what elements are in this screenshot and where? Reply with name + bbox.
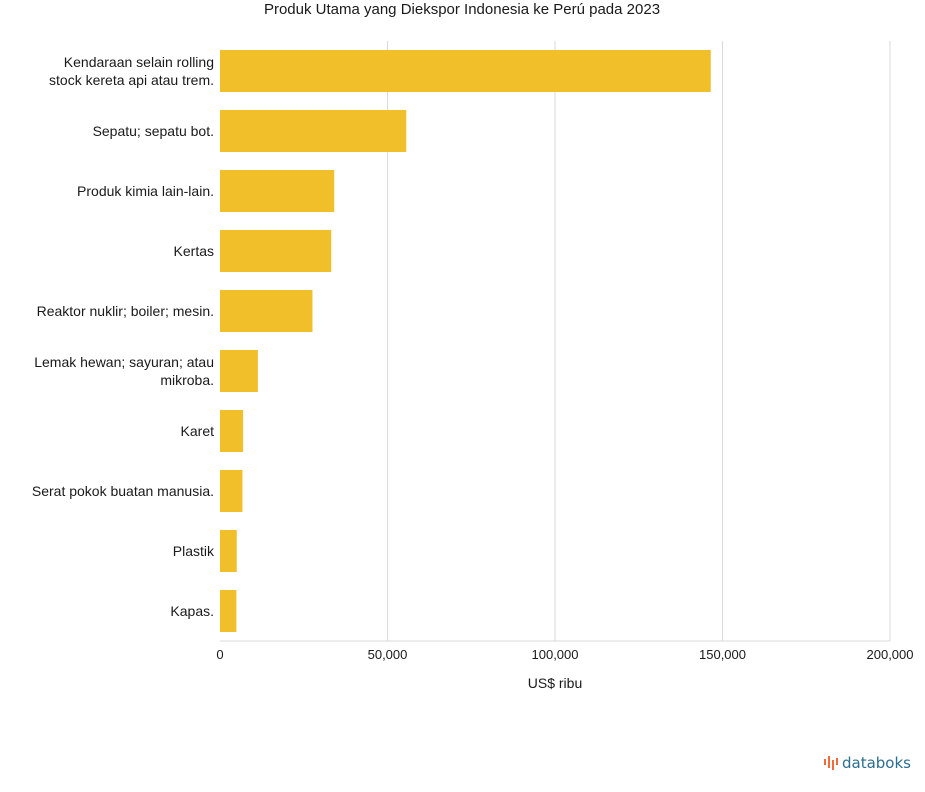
- category-label-line: Plastik: [173, 543, 215, 559]
- bar: [220, 170, 335, 212]
- category-label-line: Produk kimia lain-lain.: [77, 183, 214, 199]
- databoks-logo: databoks: [823, 754, 911, 772]
- x-tick-labels: 0 50,000 100,000 150,000 200,000: [216, 647, 913, 662]
- category-label-line: Kertas: [174, 243, 214, 259]
- bar: [220, 290, 313, 332]
- category-label-line: Kapas.: [170, 603, 214, 619]
- category-labels: Kendaraan selain rolling stock kereta api…: [32, 54, 215, 619]
- category-label: Kapas.: [170, 603, 214, 619]
- category-label-line: Kendaraan selain rolling: [64, 54, 214, 70]
- x-tick-label: 0: [216, 647, 223, 662]
- category-label-line: stock kereta api atau trem.: [49, 72, 214, 88]
- databoks-logo-icon: [824, 756, 838, 770]
- category-label-line: Lemak hewan; sayuran; atau: [34, 354, 214, 370]
- databoks-logo-text: databoks: [842, 754, 911, 772]
- category-label-line: Reaktor nuklir; boiler; mesin.: [37, 303, 214, 319]
- category-label-line: Serat pokok buatan manusia.: [32, 483, 214, 499]
- category-label: Lemak hewan; sayuran; atau mikroba.: [34, 354, 214, 388]
- bar: [220, 110, 407, 152]
- x-tick-label: 150,000: [699, 647, 746, 662]
- bar: [220, 410, 244, 452]
- category-label: Plastik: [173, 543, 215, 559]
- chart-title: Produk Utama yang Diekspor Indonesia ke …: [264, 1, 660, 18]
- category-label: Serat pokok buatan manusia.: [32, 483, 214, 499]
- grid-lines: [220, 41, 891, 642]
- bar: [220, 230, 332, 272]
- category-label: Reaktor nuklir; boiler; mesin.: [37, 303, 214, 319]
- bar: [220, 470, 243, 512]
- x-tick-label: 50,000: [368, 647, 408, 662]
- category-label-line: Sepatu; sepatu bot.: [93, 123, 214, 139]
- category-label-line: mikroba.: [160, 372, 214, 388]
- bar: [220, 590, 237, 632]
- bars: [220, 50, 711, 632]
- bar: [220, 530, 237, 572]
- x-tick-label: 200,000: [867, 647, 914, 662]
- category-label-line: Karet: [181, 423, 215, 439]
- category-label: Karet: [181, 423, 215, 439]
- bar: [220, 50, 711, 92]
- bar: [220, 350, 258, 392]
- category-label: Kertas: [174, 243, 214, 259]
- category-label: Kendaraan selain rolling stock kereta api…: [49, 54, 214, 88]
- category-label: Sepatu; sepatu bot.: [93, 123, 214, 139]
- category-label: Produk kimia lain-lain.: [77, 183, 214, 199]
- x-axis-title: US$ ribu: [528, 675, 582, 691]
- x-tick-label: 100,000: [532, 647, 579, 662]
